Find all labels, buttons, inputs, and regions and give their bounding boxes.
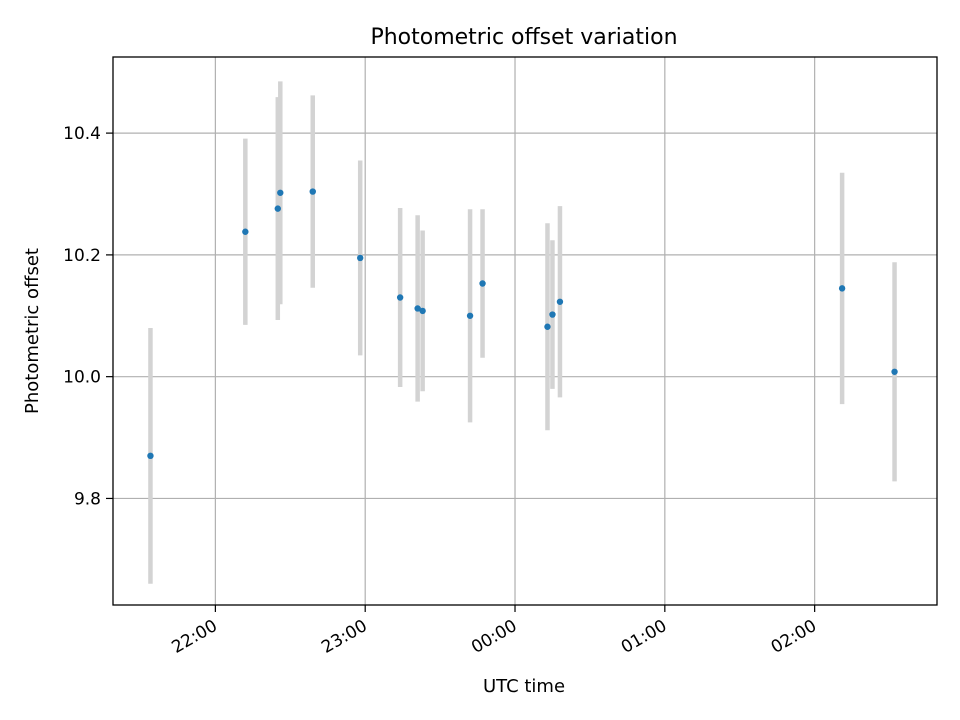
x-axis-ticks: 22:00 23:00 00:00 01:00 02:00 xyxy=(168,605,820,658)
y-tick-label: 10.4 xyxy=(63,124,101,144)
data-point xyxy=(544,323,551,330)
data-point xyxy=(147,452,154,460)
data-point xyxy=(357,254,364,262)
data-point xyxy=(479,280,486,287)
data-point xyxy=(396,294,404,301)
y-axis-label: Photometric offset xyxy=(22,248,43,414)
x-tick-label: 01:00 xyxy=(618,616,670,658)
x-tick-label: 02:00 xyxy=(768,616,820,658)
data-point xyxy=(466,312,474,319)
y-tick-label: 10.0 xyxy=(63,368,101,388)
data-point xyxy=(891,368,898,375)
data-point xyxy=(838,285,846,292)
y-tick-label: 10.2 xyxy=(63,246,101,266)
x-axis-label: UTC time xyxy=(483,676,565,697)
chart-title: Photometric offset variation xyxy=(370,25,677,50)
x-tick-label: 00:00 xyxy=(468,616,520,658)
grid xyxy=(113,57,937,605)
data-points xyxy=(147,188,898,460)
data-point xyxy=(556,298,564,305)
x-tick-label: 22:00 xyxy=(168,616,220,658)
data-point xyxy=(277,189,284,196)
plot-frame xyxy=(112,56,938,606)
data-point xyxy=(242,228,249,235)
data-point xyxy=(549,311,556,318)
error-bars xyxy=(148,81,897,584)
data-point xyxy=(309,188,316,195)
y-axis-ticks: 9.8 10.0 10.2 10.4 xyxy=(63,124,113,509)
data-point xyxy=(414,305,421,312)
data-point xyxy=(419,307,426,315)
x-tick-label: 23:00 xyxy=(318,616,370,658)
y-tick-label: 9.8 xyxy=(74,489,101,509)
data-point xyxy=(274,205,281,212)
